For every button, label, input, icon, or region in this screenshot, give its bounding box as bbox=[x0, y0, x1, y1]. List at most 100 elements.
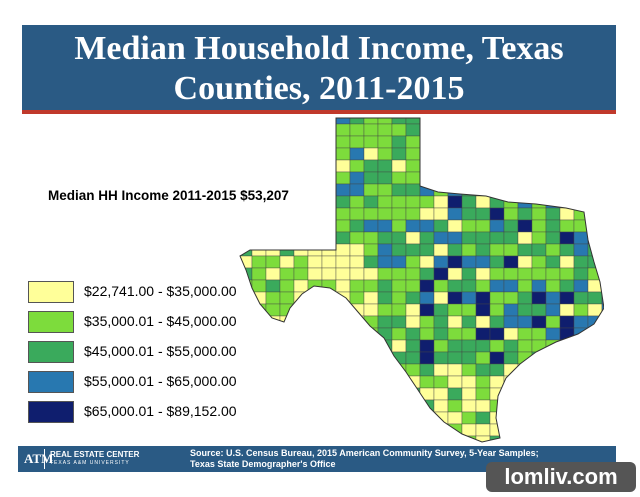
county-cell bbox=[321, 375, 337, 389]
county-cell bbox=[559, 183, 575, 197]
county-cell bbox=[559, 399, 575, 413]
county-cell bbox=[559, 351, 575, 365]
county-cell bbox=[433, 363, 449, 377]
county-cell bbox=[559, 387, 575, 401]
county-cell bbox=[405, 411, 421, 425]
county-cell bbox=[433, 279, 449, 293]
county-cell bbox=[279, 183, 295, 197]
county-cell bbox=[545, 279, 561, 293]
source-line-2: Texas State Demographer's Office bbox=[190, 459, 336, 469]
county-cell bbox=[307, 159, 323, 173]
county-cell bbox=[349, 423, 365, 437]
county-cell bbox=[573, 267, 589, 281]
county-cell bbox=[447, 118, 463, 125]
county-cell bbox=[433, 207, 449, 221]
county-cell bbox=[419, 135, 435, 149]
county-cell bbox=[293, 255, 309, 269]
county-cell bbox=[307, 118, 323, 125]
county-cell bbox=[447, 303, 463, 317]
county-cell bbox=[489, 363, 505, 377]
county-cell bbox=[377, 291, 393, 305]
county-cell bbox=[251, 219, 267, 233]
county-cell bbox=[279, 387, 295, 401]
county-cell bbox=[240, 195, 253, 209]
county-cell bbox=[461, 267, 477, 281]
county-cell bbox=[419, 351, 435, 365]
county-cell bbox=[601, 195, 604, 209]
county-cell bbox=[545, 363, 561, 377]
county-cell bbox=[559, 279, 575, 293]
county-cell bbox=[517, 183, 533, 197]
county-cell bbox=[335, 231, 351, 245]
county-cell bbox=[461, 363, 477, 377]
county-cell bbox=[363, 195, 379, 209]
county-cell bbox=[251, 411, 267, 425]
county-cell bbox=[307, 423, 323, 437]
county-cell bbox=[240, 219, 253, 233]
county-cell bbox=[293, 351, 309, 365]
county-cell bbox=[601, 171, 604, 185]
county-cell bbox=[433, 423, 449, 437]
county-cell bbox=[559, 255, 575, 269]
county-cell bbox=[293, 327, 309, 341]
county-cell bbox=[503, 135, 519, 149]
county-cell bbox=[405, 399, 421, 413]
county-cell bbox=[391, 195, 407, 209]
county-cell bbox=[335, 351, 351, 365]
county-cell bbox=[349, 387, 365, 401]
county-cell bbox=[433, 159, 449, 173]
county-cell bbox=[321, 315, 337, 329]
county-cell bbox=[517, 123, 533, 137]
county-cell bbox=[265, 423, 281, 437]
county-cell bbox=[475, 399, 491, 413]
county-cell bbox=[545, 171, 561, 185]
county-cell bbox=[517, 171, 533, 185]
county-cell bbox=[265, 363, 281, 377]
county-cell bbox=[419, 327, 435, 341]
county-cell bbox=[461, 399, 477, 413]
county-cell bbox=[475, 231, 491, 245]
county-cell bbox=[251, 135, 267, 149]
county-cell bbox=[293, 303, 309, 317]
county-cell bbox=[461, 279, 477, 293]
county-cell bbox=[405, 123, 421, 137]
county-cell bbox=[489, 327, 505, 341]
county-cell bbox=[363, 147, 379, 161]
county-cell bbox=[240, 171, 253, 185]
county-cell bbox=[265, 147, 281, 161]
county-cell bbox=[279, 159, 295, 173]
county-cell bbox=[349, 435, 365, 442]
county-cell bbox=[601, 183, 604, 197]
county-cell bbox=[517, 219, 533, 233]
county-cell bbox=[377, 135, 393, 149]
county-cell bbox=[503, 123, 519, 137]
county-cell bbox=[447, 267, 463, 281]
county-cell bbox=[377, 411, 393, 425]
county-cell bbox=[391, 171, 407, 185]
county-cell bbox=[321, 118, 337, 125]
county-cell bbox=[461, 231, 477, 245]
county-cell bbox=[447, 195, 463, 209]
county-cell bbox=[391, 147, 407, 161]
county-cell bbox=[573, 291, 589, 305]
texas-county-map bbox=[239, 117, 604, 443]
county-cell bbox=[377, 159, 393, 173]
county-cell bbox=[531, 303, 547, 317]
county-cell bbox=[447, 171, 463, 185]
county-cell bbox=[419, 315, 435, 329]
county-cell bbox=[517, 339, 533, 353]
county-cell bbox=[335, 267, 351, 281]
county-cell bbox=[475, 123, 491, 137]
county-cell bbox=[349, 375, 365, 389]
county-cell bbox=[601, 207, 604, 221]
county-cell bbox=[307, 339, 323, 353]
county-cell bbox=[293, 291, 309, 305]
county-cell bbox=[363, 435, 379, 442]
county-cell bbox=[251, 363, 267, 377]
county-cell bbox=[279, 339, 295, 353]
county-cell bbox=[251, 351, 267, 365]
county-cell bbox=[419, 303, 435, 317]
county-cell bbox=[240, 351, 253, 365]
county-cell bbox=[419, 171, 435, 185]
title-line-2: Counties, 2011-2015 bbox=[173, 70, 465, 107]
